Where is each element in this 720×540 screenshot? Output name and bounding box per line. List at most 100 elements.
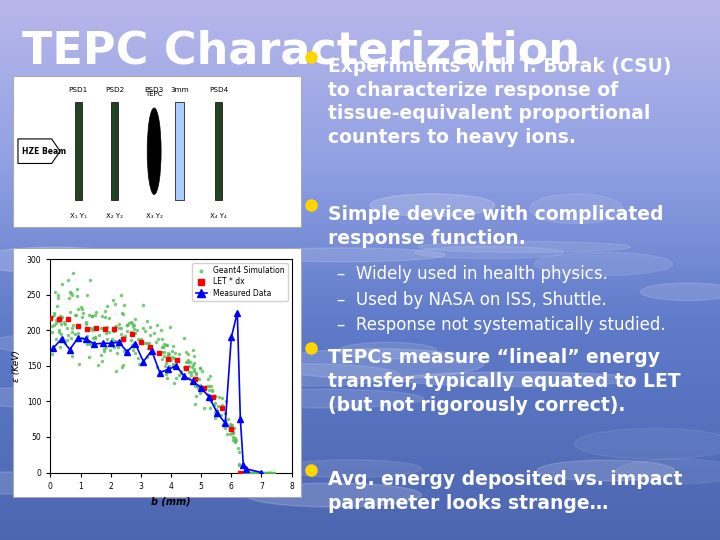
- Measured Data: [233, 309, 242, 316]
- Geant4 Simulation: [46, 350, 58, 359]
- Geant4 Simulation: [187, 346, 199, 354]
- Geant4 Simulation: [257, 468, 269, 477]
- Geant4 Simulation: [84, 310, 95, 319]
- Geant4 Simulation: [265, 468, 276, 477]
- Geant4 Simulation: [238, 468, 250, 477]
- Geant4 Simulation: [230, 438, 241, 447]
- Geant4 Simulation: [161, 341, 173, 349]
- Geant4 Simulation: [76, 302, 87, 311]
- Geant4 Simulation: [220, 396, 231, 405]
- Measured Data: [58, 336, 66, 342]
- Geant4 Simulation: [76, 305, 88, 313]
- Geant4 Simulation: [130, 348, 141, 357]
- Geant4 Simulation: [52, 302, 63, 310]
- Text: HZE Beam: HZE Beam: [22, 147, 66, 156]
- Geant4 Simulation: [124, 319, 135, 328]
- Geant4 Simulation: [203, 386, 215, 395]
- Geant4 Simulation: [116, 291, 127, 300]
- Text: –  Widely used in health physics.: – Widely used in health physics.: [337, 265, 608, 282]
- Text: X₁ Y₁: X₁ Y₁: [70, 213, 86, 219]
- Geant4 Simulation: [71, 292, 82, 301]
- Ellipse shape: [575, 428, 720, 460]
- Geant4 Simulation: [86, 312, 98, 320]
- Bar: [75, 102, 82, 200]
- Geant4 Simulation: [239, 468, 251, 477]
- Text: PSD3: PSD3: [145, 87, 163, 93]
- Geant4 Simulation: [216, 394, 228, 402]
- FancyArrow shape: [18, 139, 60, 164]
- Geant4 Simulation: [87, 334, 99, 342]
- Geant4 Simulation: [184, 368, 195, 376]
- Text: –  Response not systematically studied.: – Response not systematically studied.: [337, 316, 665, 334]
- Ellipse shape: [228, 389, 423, 408]
- Geant4 Simulation: [127, 321, 138, 330]
- Geant4 Simulation: [257, 468, 269, 477]
- Geant4 Simulation: [210, 405, 222, 414]
- Geant4 Simulation: [110, 337, 122, 346]
- Geant4 Simulation: [186, 368, 197, 377]
- Geant4 Simulation: [206, 396, 217, 405]
- Geant4 Simulation: [61, 323, 73, 332]
- Geant4 Simulation: [248, 468, 259, 477]
- Measured Data: [172, 363, 181, 369]
- Geant4 Simulation: [108, 295, 120, 304]
- Geant4 Simulation: [260, 468, 271, 477]
- Geant4 Simulation: [250, 468, 261, 477]
- Geant4 Simulation: [230, 437, 241, 445]
- Ellipse shape: [400, 372, 636, 387]
- Geant4 Simulation: [68, 269, 79, 278]
- Geant4 Simulation: [121, 327, 132, 336]
- LET * dx: [55, 316, 64, 322]
- Ellipse shape: [48, 186, 291, 215]
- Geant4 Simulation: [248, 468, 260, 477]
- Geant4 Simulation: [122, 349, 133, 358]
- Geant4 Simulation: [95, 323, 107, 332]
- Geant4 Simulation: [184, 357, 195, 366]
- Geant4 Simulation: [179, 363, 190, 372]
- LET * dx: [209, 394, 217, 400]
- Geant4 Simulation: [111, 340, 122, 349]
- Ellipse shape: [537, 460, 675, 481]
- Geant4 Simulation: [188, 361, 199, 370]
- Geant4 Simulation: [202, 375, 214, 383]
- Geant4 Simulation: [115, 324, 127, 333]
- Geant4 Simulation: [194, 381, 206, 389]
- Ellipse shape: [338, 342, 437, 359]
- LET * dx: [73, 323, 82, 329]
- Geant4 Simulation: [228, 432, 239, 441]
- X-axis label: b (mm): b (mm): [151, 496, 191, 506]
- Geant4 Simulation: [194, 375, 205, 383]
- Geant4 Simulation: [84, 339, 95, 347]
- Geant4 Simulation: [138, 301, 149, 309]
- Geant4 Simulation: [209, 399, 220, 408]
- Geant4 Simulation: [259, 468, 271, 477]
- Geant4 Simulation: [66, 328, 78, 336]
- Geant4 Simulation: [206, 386, 217, 395]
- Bar: [215, 102, 222, 200]
- Geant4 Simulation: [233, 448, 244, 456]
- Text: Experiments with T. Borak (CSU)
to characterize response of
tissue-equivalent pr: Experiments with T. Borak (CSU) to chara…: [328, 57, 671, 147]
- Geant4 Simulation: [180, 348, 192, 356]
- Geant4 Simulation: [247, 468, 258, 477]
- Geant4 Simulation: [135, 335, 146, 343]
- Geant4 Simulation: [237, 468, 248, 477]
- Geant4 Simulation: [265, 468, 276, 477]
- Geant4 Simulation: [96, 340, 108, 349]
- Geant4 Simulation: [204, 382, 215, 390]
- Ellipse shape: [418, 241, 631, 252]
- Ellipse shape: [147, 108, 161, 194]
- Geant4 Simulation: [162, 353, 174, 362]
- Geant4 Simulation: [225, 430, 236, 438]
- Geant4 Simulation: [90, 308, 102, 316]
- Measured Data: [213, 409, 222, 416]
- Geant4 Simulation: [171, 363, 183, 372]
- Geant4 Simulation: [71, 284, 82, 293]
- Text: –  Used by NASA on ISS, Shuttle.: – Used by NASA on ISS, Shuttle.: [337, 291, 607, 308]
- Measured Data: [236, 416, 245, 422]
- Geant4 Simulation: [197, 367, 208, 375]
- Geant4 Simulation: [84, 340, 96, 349]
- Geant4 Simulation: [80, 320, 91, 329]
- Geant4 Simulation: [81, 291, 93, 299]
- Geant4 Simulation: [234, 460, 246, 469]
- Geant4 Simulation: [233, 460, 245, 468]
